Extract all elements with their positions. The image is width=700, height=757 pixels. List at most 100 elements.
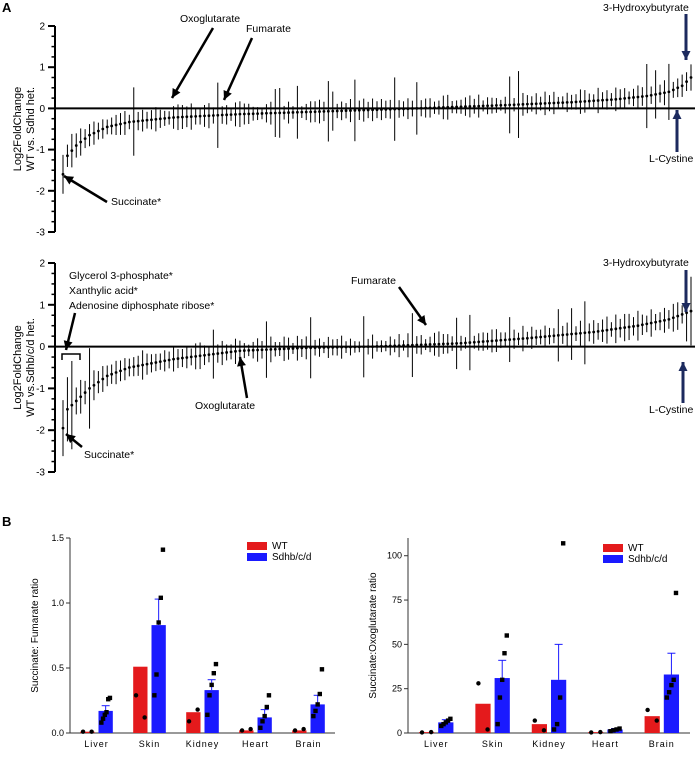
data-point [141, 363, 145, 367]
data-square [99, 720, 104, 725]
data-square [664, 695, 670, 700]
data-point [543, 335, 547, 338]
y-tick-label: 0 [39, 342, 45, 353]
data-point [366, 108, 370, 112]
data-point [295, 110, 299, 114]
data-point [561, 333, 565, 337]
data-point [574, 100, 578, 104]
data-point [242, 112, 246, 116]
bar [151, 625, 166, 733]
data-point [326, 346, 330, 349]
data-point [579, 100, 582, 104]
data-point [154, 117, 158, 121]
data-point [375, 345, 379, 348]
data-point [375, 108, 379, 112]
data-point [592, 99, 596, 103]
data-point [340, 345, 344, 349]
y-tick-label: 0.0 [51, 728, 64, 738]
data-point [676, 86, 680, 90]
data-point [366, 345, 370, 349]
data-point [349, 345, 352, 349]
data-square [258, 725, 263, 730]
data-point [380, 108, 383, 111]
data-square [551, 727, 557, 732]
data-point [189, 115, 193, 118]
data-square [502, 651, 507, 656]
data-point [362, 345, 366, 349]
data-point [552, 101, 556, 105]
bar [418, 732, 435, 733]
data-point [132, 120, 136, 123]
data-point [486, 339, 489, 343]
arrow-oxoglutarate-head [237, 357, 246, 367]
data-point [167, 358, 171, 362]
data-point [618, 97, 622, 101]
data-point [96, 380, 100, 384]
data-point [265, 111, 268, 115]
data-point [667, 318, 671, 321]
x-tick-label: Kidney [186, 739, 220, 749]
data-point [450, 105, 454, 109]
data-point [70, 403, 74, 407]
data-point [397, 344, 401, 347]
data-point [521, 337, 525, 340]
data-point [477, 340, 481, 344]
data-point [119, 369, 122, 373]
data-point [371, 345, 374, 348]
data-point [172, 357, 175, 361]
data-square [262, 713, 267, 719]
data-point [344, 109, 348, 113]
data-point [251, 348, 255, 352]
data-point [176, 115, 180, 119]
data-point [415, 107, 419, 110]
data-point [645, 322, 649, 326]
data-point [397, 107, 401, 111]
data-dot [248, 726, 253, 732]
data-point [203, 353, 206, 357]
data-point [331, 345, 335, 349]
data-point [410, 343, 414, 347]
data-point [468, 341, 472, 344]
data-point [203, 114, 206, 118]
data-point [685, 311, 688, 315]
annotation-l-cystine: L-Cystine [649, 404, 694, 416]
data-point [136, 119, 140, 123]
data-point [207, 353, 211, 357]
data-point [433, 342, 436, 346]
arrow-l-cystine-head [672, 110, 682, 119]
data-point [402, 107, 405, 111]
data-point [234, 112, 237, 116]
data-square [671, 677, 676, 683]
data-point [587, 330, 591, 334]
data-point [251, 112, 255, 116]
data-point [614, 97, 618, 101]
data-square [107, 695, 113, 701]
data-point [357, 345, 361, 349]
data-point [163, 359, 167, 363]
arrow-succinate-head [64, 176, 75, 185]
data-point [671, 88, 675, 92]
data-point [309, 346, 313, 350]
data-point [273, 111, 277, 115]
bar [588, 732, 604, 733]
data-point [349, 109, 352, 112]
data-point [229, 113, 233, 117]
data-point [441, 106, 445, 109]
data-point [114, 371, 118, 374]
data-point [406, 343, 410, 347]
data-point [238, 349, 242, 353]
bar [204, 690, 219, 733]
data-point [229, 350, 233, 354]
data-point [110, 372, 114, 376]
data-point [534, 336, 538, 339]
data-point [176, 357, 180, 360]
arrow-fumarate-head [223, 89, 232, 100]
data-point [459, 105, 463, 109]
data-point [530, 102, 534, 106]
data-point [393, 107, 397, 111]
data-point [154, 361, 158, 364]
legend-label: WT [628, 543, 644, 554]
y-axis-label: Succinate:Oxoglutarate ratio [368, 572, 379, 699]
data-point [362, 108, 366, 112]
data-point [667, 90, 671, 94]
